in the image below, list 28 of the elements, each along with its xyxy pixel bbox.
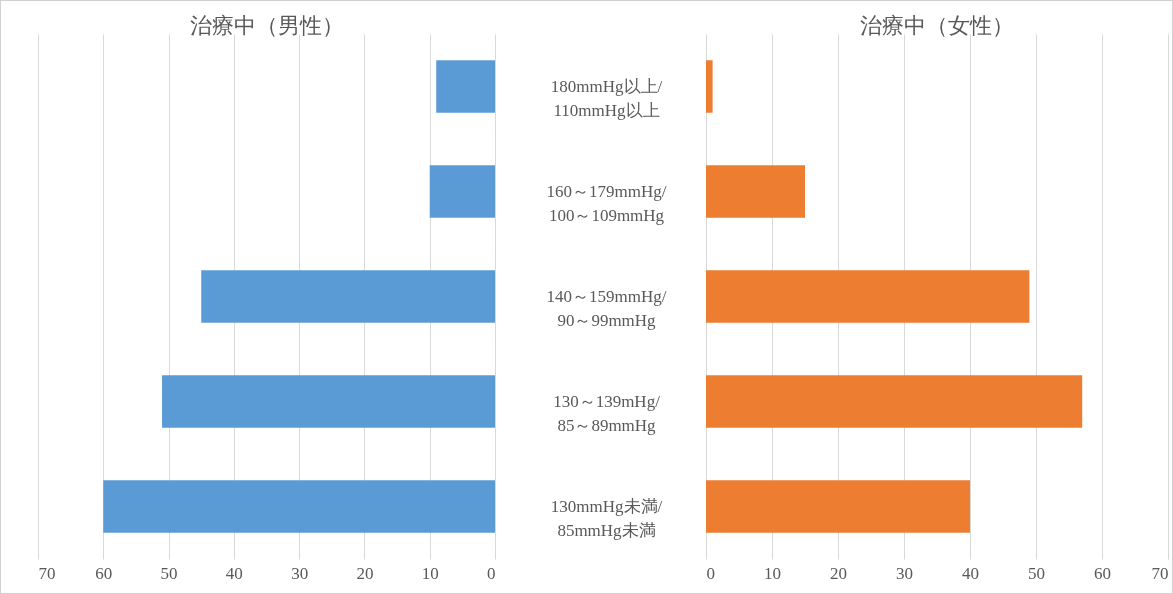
x-tick-label: 60 xyxy=(1094,563,1111,583)
y-tick-label: 180mmHg以上/110mmHg以上 xyxy=(550,76,663,120)
x-tick-label: 30 xyxy=(291,563,309,583)
y-tick-label: 130～139mHg/85～89mmHg xyxy=(553,391,661,435)
y-tick-label: 130mmHg未満/85mmHg未満 xyxy=(550,496,663,540)
x-tick-label: 70 xyxy=(38,563,56,583)
x-tick-label: 10 xyxy=(421,563,439,583)
x-tick-label: 20 xyxy=(830,563,847,583)
bar xyxy=(429,165,495,218)
chart-title: 治療中（男性） xyxy=(189,13,344,38)
x-tick-label: 50 xyxy=(160,563,178,583)
y-tick-label: 160～179mmHg/100～109mmHg xyxy=(546,181,667,225)
x-tick-label: 50 xyxy=(1028,563,1045,583)
x-tick-label: 20 xyxy=(356,563,374,583)
x-tick-label: 10 xyxy=(764,563,781,583)
x-tick-label: 30 xyxy=(896,563,913,583)
x-tick-label: 70 xyxy=(1151,563,1169,583)
chart-title: 治療中（女性） xyxy=(860,13,1014,38)
y-tick-label: 140～159mmHg/90～99mmHg xyxy=(546,286,667,330)
bar xyxy=(103,480,495,533)
bar xyxy=(162,375,495,428)
x-tick-label: 0 xyxy=(487,563,496,583)
x-tick-label: 0 xyxy=(706,563,715,583)
bar xyxy=(201,270,495,323)
x-tick-label: 40 xyxy=(962,563,979,583)
bar xyxy=(436,60,495,113)
x-tick-label: 40 xyxy=(225,563,243,583)
x-tick-label: 60 xyxy=(95,563,113,583)
